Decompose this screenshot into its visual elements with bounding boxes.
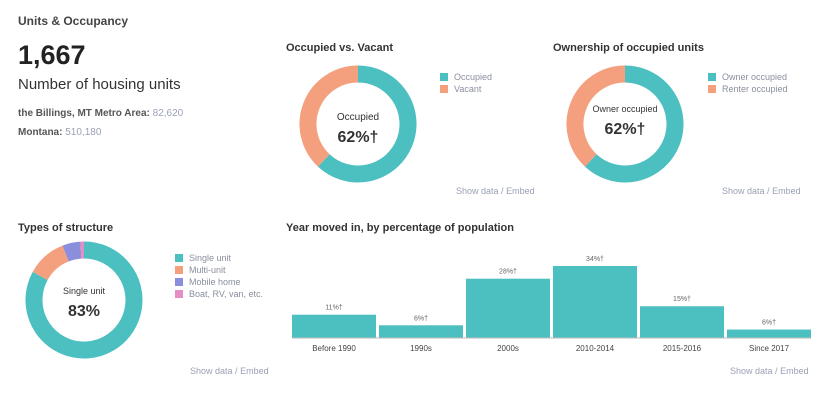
legend-item: Occupied: [440, 71, 492, 83]
legend-label: Multi-unit: [189, 265, 226, 275]
legend-swatch: [708, 73, 716, 81]
comparison-state: Montana: 510,180: [18, 127, 101, 138]
legend-swatch: [175, 278, 183, 286]
year-moved-links: Show data / Embed: [730, 366, 809, 376]
occupied-vacant-title: Occupied vs. Vacant: [286, 42, 393, 54]
legend-label: Owner occupied: [722, 72, 788, 82]
x-tick-label: 2000s: [497, 344, 519, 353]
show-data-link[interactable]: Show data: [730, 366, 773, 376]
bar[interactable]: [727, 329, 811, 338]
bar[interactable]: [292, 314, 376, 338]
comparison-metro: the Billings, MT Metro Area: 82,620: [18, 108, 183, 119]
donut-slice-mobile-home[interactable]: [62, 241, 82, 262]
occupied-vacant-links: Show data / Embed: [456, 186, 535, 196]
show-data-link[interactable]: Show data: [456, 186, 499, 196]
structure-links: Show data / Embed: [190, 366, 269, 376]
legend-label: Occupied: [454, 72, 493, 82]
housing-units-label: Number of housing units: [18, 76, 181, 93]
legend-label: Single unit: [189, 253, 232, 263]
link-separator: /: [767, 186, 770, 196]
occupied-vacant-donut: Occupied 62%†: [299, 65, 417, 183]
bar[interactable]: [379, 325, 463, 338]
year-moved-bar-chart: 11%† Before 1990 6%† 1990s 28%† 2000s 34%† 2010…: [292, 256, 811, 353]
x-tick-label: 2015-2016: [663, 344, 702, 353]
section-title: Units & Occupancy: [18, 14, 129, 28]
legend-swatch: [708, 85, 716, 93]
structure-title: Types of structure: [18, 222, 114, 234]
embed-link[interactable]: Embed: [240, 366, 269, 376]
x-tick-label: Since 2017: [749, 344, 790, 353]
link-separator: /: [501, 186, 504, 196]
legend-item: Vacant: [440, 83, 492, 95]
link-separator: /: [235, 366, 238, 376]
ownership-donut: Owner occupied 62%†: [566, 65, 684, 183]
housing-units-value: 1,667: [18, 40, 86, 70]
embed-link[interactable]: Embed: [780, 366, 809, 376]
bar-value-label: 28%†: [499, 269, 517, 276]
comparison-metro-place: the Billings, MT Metro Area:: [18, 108, 150, 119]
legend-item: Single unit: [175, 252, 263, 264]
show-data-link[interactable]: Show data: [722, 186, 765, 196]
bar[interactable]: [553, 266, 637, 338]
legend-label: Mobile home: [189, 277, 241, 287]
occupied-vacant-legend: Occupied Vacant: [440, 71, 492, 95]
bar[interactable]: [466, 278, 550, 338]
donut-slice-multi-unit[interactable]: [32, 245, 70, 281]
donut-slice-occupied[interactable]: [317, 65, 417, 183]
occupied-vacant-center-label: Occupied: [337, 112, 379, 123]
ownership-legend: Owner occupied Renter occupied: [708, 71, 788, 95]
structure-donut: Single unit 83%: [25, 241, 143, 359]
legend-item: Owner occupied: [708, 71, 788, 83]
bar-value-label: 34%†: [586, 256, 604, 263]
structure-center-label: Single unit: [63, 286, 106, 296]
link-separator: /: [775, 366, 778, 376]
donut-slice-renter-occupied[interactable]: [566, 65, 626, 167]
embed-link[interactable]: Embed: [772, 186, 801, 196]
x-tick-label: 1990s: [410, 344, 432, 353]
legend-item: Renter occupied: [708, 83, 788, 95]
year-moved-title: Year moved in, by percentage of populati…: [286, 222, 514, 234]
legend-label: Vacant: [454, 84, 482, 94]
bar-value-label: 6%†: [414, 315, 428, 322]
structure-legend: Single unit Multi-unit Mobile home Boat,…: [175, 252, 263, 300]
ownership-center-value: 62%†: [605, 121, 646, 138]
ownership-links: Show data / Embed: [722, 186, 801, 196]
legend-label: Renter occupied: [722, 84, 788, 94]
bar-value-label: 11%†: [325, 305, 342, 312]
donut-slice-single-unit[interactable]: [25, 241, 143, 359]
occupied-vacant-center-value: 62%†: [338, 129, 379, 146]
donut-slice-vacant[interactable]: [299, 65, 359, 167]
structure-center-value: 83%: [68, 303, 100, 320]
x-tick-label: 2010-2014: [576, 344, 615, 353]
embed-link[interactable]: Embed: [506, 186, 535, 196]
legend-label: Boat, RV, van, etc.: [189, 289, 264, 299]
bar-value-label: 15%†: [673, 296, 691, 303]
legend-swatch: [440, 73, 448, 81]
legend-swatch: [175, 266, 183, 274]
bar[interactable]: [640, 306, 724, 338]
ownership-title: Ownership of occupied units: [553, 42, 704, 54]
comparison-state-value: 510,180: [65, 127, 102, 138]
legend-item: Mobile home: [175, 276, 263, 288]
legend-item: Boat, RV, van, etc.: [175, 288, 263, 300]
comparison-metro-value: 82,620: [152, 108, 184, 119]
legend-swatch: [175, 290, 183, 298]
legend-swatch: [175, 254, 183, 262]
bar-value-label: 6%†: [762, 320, 776, 327]
legend-swatch: [440, 85, 448, 93]
x-tick-label: Before 1990: [312, 344, 356, 353]
show-data-link[interactable]: Show data: [190, 366, 233, 376]
legend-item: Multi-unit: [175, 264, 263, 276]
ownership-center-label: Owner occupied: [592, 104, 657, 114]
donut-slice-owner-occupied[interactable]: [584, 65, 684, 183]
comparison-state-place: Montana:: [18, 127, 63, 138]
